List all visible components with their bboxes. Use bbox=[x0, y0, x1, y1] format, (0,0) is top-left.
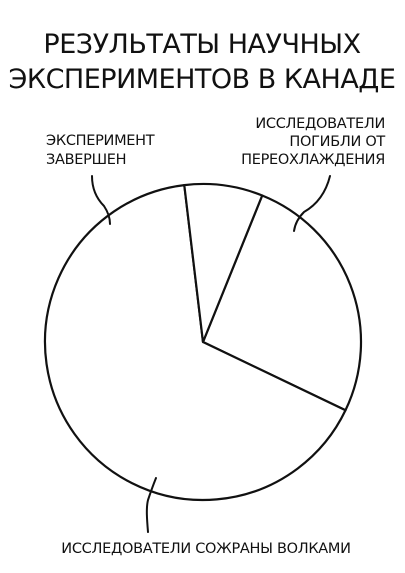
leader-experiment-completed bbox=[91, 175, 111, 225]
leader-lines bbox=[91, 175, 331, 533]
leader-wolves bbox=[145, 477, 157, 533]
slice-experiment-completed bbox=[183, 182, 264, 344]
leader-hypothermia bbox=[293, 175, 331, 232]
slice-label-hypothermia-line-2: ПОГИБЛИ ОТ bbox=[289, 134, 385, 150]
slice-label-hypothermia-line-1: ИССЛЕДОВАТЕЛИ bbox=[255, 116, 385, 132]
chart-title-line-2: ЭКСПЕРИМЕНТОВ В КАНАДЕ bbox=[9, 64, 396, 95]
slice-hypothermia bbox=[201, 194, 363, 412]
pie-slices bbox=[43, 182, 363, 502]
chart-title-line-1: РЕЗУЛЬТАТЫ НАУЧНЫХ bbox=[43, 29, 360, 60]
slice-label-wolves: ИССЛЕДОВАТЕЛИ СОЖРАНЫ ВОЛКАМИ bbox=[61, 541, 350, 557]
slice-wolves bbox=[43, 184, 347, 502]
slice-label-completed-line-2: ЗАВЕРШЕН bbox=[46, 152, 126, 168]
slice-label-hypothermia-line-3: ПЕРЕОХЛАЖДЕНИЯ bbox=[241, 152, 385, 168]
slice-label-completed-line-1: ЭКСПЕРИМЕНТ bbox=[46, 133, 155, 149]
